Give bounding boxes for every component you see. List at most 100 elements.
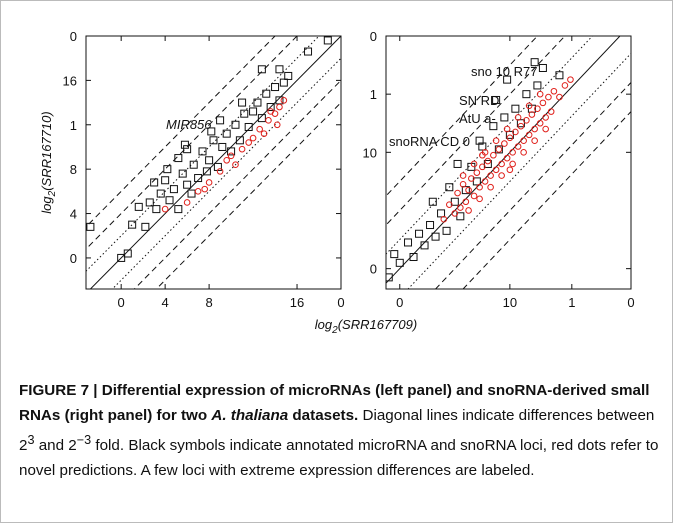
point [227,147,236,156]
point [86,222,95,231]
point [420,241,429,250]
point [539,99,547,107]
point [450,197,459,206]
point [445,183,454,192]
caption-text: FIGURE 7 | Differential expression of mi… [19,382,650,424]
point [505,130,514,139]
point [487,172,494,179]
axis-label-text: (SRR167710) [39,111,54,191]
point [280,97,288,104]
point [276,103,283,111]
point [459,172,467,179]
point [205,179,213,186]
point [462,198,470,206]
point [465,207,472,214]
axis-label: log2(SRR167710) [39,111,58,213]
point [533,81,542,90]
annotation: AtU a- [459,111,496,126]
caption-species: A. thaliana [211,407,289,424]
x-tick-label: 4 [162,295,169,310]
point [528,111,536,118]
point [511,104,520,113]
point [271,83,280,92]
point [150,178,159,187]
point [503,125,511,133]
point [525,102,533,110]
point [509,149,516,156]
point [492,95,501,104]
point [545,93,552,101]
point [386,273,393,282]
point [567,76,574,83]
point [479,151,486,159]
point [156,189,165,198]
point [530,58,539,67]
point [542,125,549,133]
point [536,119,544,127]
diagonal-line [386,36,539,197]
point [202,167,211,176]
point [517,122,525,130]
diagonal-line [155,101,341,289]
y-tick-label: 0 [70,251,77,266]
point [501,140,508,147]
point [257,114,266,123]
point [222,129,231,138]
point [520,149,527,156]
point [490,151,497,159]
x-tick-label: 0 [396,295,403,310]
point [275,65,284,74]
point [404,238,413,247]
caption-text: datasets. [288,407,359,424]
point [494,145,503,154]
point [262,89,271,98]
point [304,47,313,56]
point [395,258,404,267]
plot-area [386,36,631,289]
point [194,188,202,195]
plot-area [86,36,341,289]
point [465,186,472,194]
point [440,215,448,223]
caption-sup: 3 [27,433,35,447]
diagonal-line [133,79,341,289]
point [459,181,467,188]
point [487,183,494,191]
point [201,185,209,193]
point [238,145,246,153]
x-tick-label: 0 [627,295,634,310]
diagonal-line [111,57,341,289]
point [446,201,453,208]
y-tick-label: 0 [70,29,77,44]
point [216,116,225,125]
point [555,71,564,80]
caption-text: Diagonal lines indicate differences betw… [19,407,655,455]
point [183,180,192,189]
point [484,157,492,165]
point [216,168,224,175]
point [257,65,266,74]
axis-label-text: (SRR167709) [338,317,418,332]
point [174,154,183,163]
axis-label-sub: 2 [331,325,338,336]
point [531,125,538,133]
point [479,163,486,171]
point [245,139,252,146]
point [198,147,207,156]
y-tick-label: 0 [370,29,377,44]
y-tick-label: 1 [370,87,377,102]
diagonal-line [86,36,298,250]
point [531,137,538,144]
x-tick-label: 1 [568,295,575,310]
axis-label-sub: 2 [47,190,58,197]
point [512,128,519,136]
point [266,103,275,112]
point [267,108,274,115]
axis-label: log2(SRR167709) [315,317,417,336]
x-tick-label: 0 [118,295,125,310]
plot-frame [385,35,632,290]
point [453,159,462,168]
caption: FIGURE 7 | Differential expression of mi… [19,378,659,483]
point [437,209,446,218]
